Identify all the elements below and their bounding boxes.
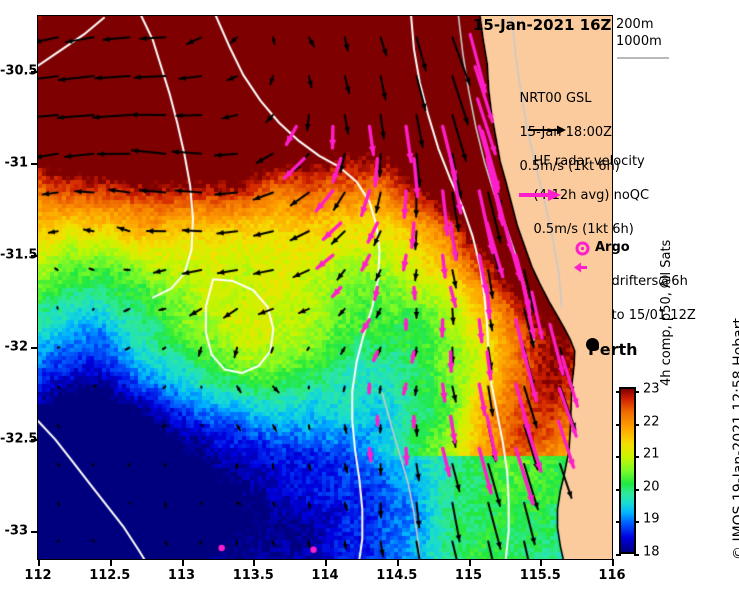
radar-legend-line1: HF radar velocity xyxy=(533,154,645,169)
argo-marker-icon xyxy=(575,241,590,256)
x-tick xyxy=(468,559,471,566)
drifter-legend-text: drifters@6h to 15/01 12Z xyxy=(595,256,696,341)
x-tick xyxy=(38,559,40,566)
x-tick-label: 114 xyxy=(311,568,339,583)
model-legend-text: NRT00 GSL 15-Jan 18:00Z 0.5m/s (1kt 6h) xyxy=(503,73,620,192)
x-tick-label: 115.5 xyxy=(519,568,561,583)
colorbar-title: 4h comp, p50, All Sats xyxy=(659,239,674,386)
x-tick-label: 114.5 xyxy=(376,568,418,583)
y-tick-label: -32 xyxy=(4,339,29,355)
drifter-legend-line2: to 15/01 12Z xyxy=(611,308,696,323)
y-tick xyxy=(31,163,38,166)
x-tick xyxy=(612,559,614,566)
x-tick-label: 113.5 xyxy=(232,568,274,583)
x-tick-label: 113 xyxy=(167,568,196,583)
colorbar-tick-label: 21 xyxy=(643,446,660,462)
y-tick xyxy=(31,255,38,258)
y-tick-label: -30.5 xyxy=(0,63,38,79)
colorbar-tick xyxy=(634,456,639,459)
x-tick-label: 115 xyxy=(454,568,483,583)
perth-city-dot xyxy=(586,338,599,351)
colorbar-tick-label: 23 xyxy=(643,381,660,397)
drifter-marker-icon xyxy=(574,262,587,273)
y-tick-label: -33 xyxy=(4,523,29,539)
vectors-contours-coast-layer xyxy=(38,16,612,559)
y-tick xyxy=(31,439,38,442)
date-stamp: 15-Jan-2021 16Z xyxy=(473,16,612,34)
credit-text: © IMOS 19-Jan-2021 12:58 Hobart xyxy=(731,318,739,560)
map-plot-area[interactable] xyxy=(37,15,613,560)
drifter-legend-line1: drifters@6h xyxy=(611,274,688,289)
x-tick-label: 112.5 xyxy=(89,568,131,583)
model-legend-line1: NRT00 GSL xyxy=(519,91,592,106)
colorbar-tick-label: 20 xyxy=(643,479,660,495)
model-legend-arrow-icon xyxy=(528,125,566,135)
y-tick xyxy=(31,347,38,350)
radar-legend-line3: 0.5m/s (1kt 6h) xyxy=(533,222,634,237)
depth-legend-200m: 200m xyxy=(616,17,654,32)
colorbar-tick xyxy=(616,423,621,426)
colorbar-tick xyxy=(634,521,639,524)
y-tick xyxy=(31,71,38,74)
y-tick-label: -31.5 xyxy=(0,247,38,263)
colorbar-tick xyxy=(616,554,621,556)
y-tick-label: -31 xyxy=(4,155,29,171)
colorbar-tick xyxy=(634,391,639,393)
colorbar-tick xyxy=(634,488,639,491)
x-tick xyxy=(325,559,327,566)
colorbar-tick xyxy=(634,554,639,556)
colorbar-tick xyxy=(634,423,639,426)
x-tick-label: 112 xyxy=(24,568,52,583)
x-tick xyxy=(253,559,256,566)
colorbar-tick-label: 19 xyxy=(643,511,660,527)
model-legend-line3: 0.5m/s (1kt 6h) xyxy=(519,159,620,174)
colorbar-tick xyxy=(616,456,621,459)
depth-legend-1000m: 1000m xyxy=(616,34,662,49)
colorbar-tick xyxy=(616,391,621,393)
colorbar-gradient xyxy=(621,389,634,552)
colorbar-tick xyxy=(616,488,621,491)
colorbar-tick-label: 18 xyxy=(643,544,660,560)
radar-legend-text: HF radar velocity (4-12h avg) noQC 0.5m/… xyxy=(517,136,650,255)
depth-legend-rule xyxy=(617,57,669,59)
y-tick-label: -32.5 xyxy=(0,431,38,447)
x-tick-label: 116 xyxy=(598,568,626,583)
colorbar-tick xyxy=(616,521,621,524)
x-tick xyxy=(181,559,184,566)
perth-city-label: Perth xyxy=(588,340,638,359)
radar-legend-arrow-icon xyxy=(519,189,561,201)
x-tick xyxy=(396,559,399,566)
model-legend-line2: 15-Jan 18:00Z xyxy=(519,125,613,140)
x-tick xyxy=(109,559,112,566)
argo-legend-label: Argo xyxy=(595,240,630,255)
y-tick xyxy=(31,531,38,534)
x-tick xyxy=(540,559,543,566)
colorbar[interactable] xyxy=(616,387,639,556)
colorbar-tick-label: 22 xyxy=(643,414,660,430)
